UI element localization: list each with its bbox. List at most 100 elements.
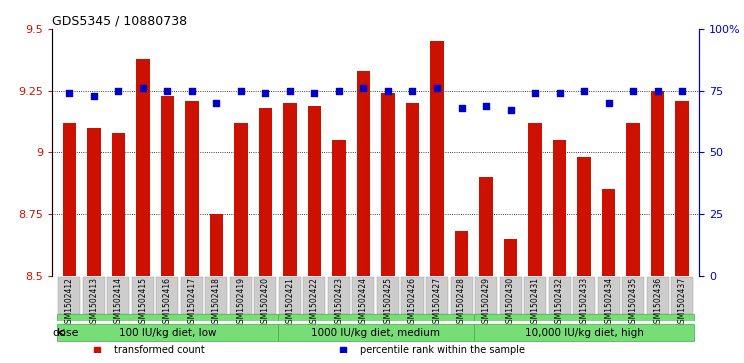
Bar: [185, 101, 199, 363]
Text: GSM1502428: GSM1502428: [457, 277, 466, 328]
Bar: [676, 101, 689, 363]
FancyBboxPatch shape: [622, 277, 644, 314]
FancyBboxPatch shape: [474, 314, 694, 321]
FancyBboxPatch shape: [230, 277, 252, 314]
Text: GSM1502432: GSM1502432: [555, 277, 564, 328]
Point: [211, 100, 222, 106]
Point: [358, 85, 370, 91]
Point: [480, 103, 492, 109]
Point: [284, 88, 296, 94]
Point: [406, 88, 418, 94]
Bar: [405, 103, 419, 363]
Text: GDS5345 / 10880738: GDS5345 / 10880738: [52, 15, 187, 28]
Text: percentile rank within the sample: percentile rank within the sample: [359, 344, 525, 355]
Text: GSM1502417: GSM1502417: [187, 277, 196, 328]
Point: [554, 90, 565, 96]
Text: GSM1502434: GSM1502434: [604, 277, 613, 328]
Bar: [333, 140, 346, 363]
FancyBboxPatch shape: [426, 277, 448, 314]
Bar: [626, 123, 640, 363]
FancyBboxPatch shape: [304, 277, 325, 314]
Bar: [504, 239, 517, 363]
FancyBboxPatch shape: [402, 277, 423, 314]
Text: GSM1502416: GSM1502416: [163, 277, 172, 328]
Bar: [651, 91, 664, 363]
FancyBboxPatch shape: [181, 277, 203, 314]
Bar: [87, 128, 100, 363]
Bar: [553, 140, 566, 363]
Text: GSM1502427: GSM1502427: [432, 277, 441, 328]
FancyBboxPatch shape: [451, 277, 472, 314]
Bar: [430, 41, 443, 363]
Point: [431, 85, 443, 91]
FancyBboxPatch shape: [57, 314, 278, 321]
Bar: [381, 93, 395, 363]
FancyBboxPatch shape: [377, 277, 399, 314]
Bar: [259, 108, 272, 363]
Point: [260, 90, 272, 96]
Text: GSM1502412: GSM1502412: [65, 277, 74, 328]
Text: GSM1502435: GSM1502435: [629, 277, 638, 328]
FancyBboxPatch shape: [328, 277, 350, 314]
Point: [676, 88, 688, 94]
Text: GSM1502425: GSM1502425: [383, 277, 393, 328]
Text: 100 IU/kg diet, low: 100 IU/kg diet, low: [118, 328, 216, 338]
FancyBboxPatch shape: [548, 277, 571, 314]
Text: GSM1502437: GSM1502437: [678, 277, 687, 328]
Bar: [356, 71, 371, 363]
Bar: [161, 96, 174, 363]
FancyBboxPatch shape: [671, 277, 693, 314]
Bar: [308, 106, 321, 363]
FancyBboxPatch shape: [132, 277, 154, 314]
FancyBboxPatch shape: [475, 277, 497, 314]
Point: [186, 88, 198, 94]
Point: [382, 88, 394, 94]
Text: GSM1502424: GSM1502424: [359, 277, 368, 328]
Text: GSM1502418: GSM1502418: [212, 277, 221, 328]
Text: GSM1502415: GSM1502415: [138, 277, 147, 328]
Bar: [136, 59, 150, 363]
Text: 10,000 IU/kg diet, high: 10,000 IU/kg diet, high: [525, 328, 644, 338]
FancyBboxPatch shape: [353, 277, 374, 314]
Point: [333, 88, 345, 94]
Text: GSM1502414: GSM1502414: [114, 277, 123, 328]
FancyBboxPatch shape: [597, 277, 620, 314]
Text: dose: dose: [53, 328, 79, 338]
Text: GSM1502430: GSM1502430: [506, 277, 515, 328]
Text: 1000 IU/kg diet, medium: 1000 IU/kg diet, medium: [311, 328, 440, 338]
Bar: [62, 123, 76, 363]
FancyBboxPatch shape: [499, 277, 522, 314]
Bar: [112, 133, 125, 363]
Text: GSM1502423: GSM1502423: [335, 277, 344, 328]
Point: [652, 88, 664, 94]
FancyBboxPatch shape: [647, 277, 669, 314]
Point: [603, 100, 615, 106]
Bar: [528, 123, 542, 363]
Text: GSM1502436: GSM1502436: [653, 277, 662, 328]
Point: [88, 93, 100, 99]
Text: GSM1502426: GSM1502426: [408, 277, 417, 328]
Text: GSM1502433: GSM1502433: [580, 277, 589, 328]
Point: [235, 88, 247, 94]
FancyBboxPatch shape: [474, 324, 694, 341]
FancyBboxPatch shape: [156, 277, 179, 314]
FancyBboxPatch shape: [205, 277, 228, 314]
Point: [529, 90, 541, 96]
Text: GSM1502420: GSM1502420: [261, 277, 270, 328]
Bar: [479, 177, 493, 363]
Bar: [210, 214, 223, 363]
FancyBboxPatch shape: [278, 314, 474, 321]
Bar: [577, 158, 591, 363]
Text: GSM1502413: GSM1502413: [89, 277, 98, 328]
Text: transformed count: transformed count: [114, 344, 205, 355]
Point: [627, 88, 639, 94]
FancyBboxPatch shape: [107, 277, 129, 314]
FancyBboxPatch shape: [58, 277, 80, 314]
FancyBboxPatch shape: [279, 277, 301, 314]
Text: GSM1502431: GSM1502431: [530, 277, 539, 328]
Point: [137, 85, 149, 91]
Point: [455, 105, 467, 111]
FancyBboxPatch shape: [573, 277, 595, 314]
Bar: [602, 189, 615, 363]
Text: GSM1502421: GSM1502421: [286, 277, 295, 328]
